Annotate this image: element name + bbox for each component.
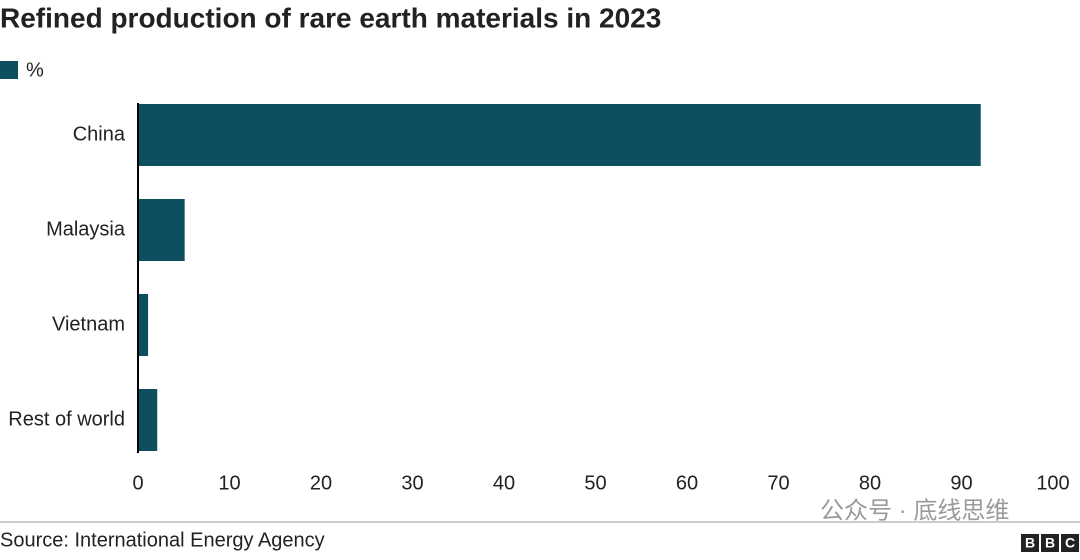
logo-box: [1061, 534, 1079, 552]
x-tick-label: 20: [310, 472, 332, 494]
x-tick-label: 30: [401, 472, 423, 494]
x-tick-label: 80: [859, 472, 881, 494]
watermark: 公众号 · 底线思维: [820, 497, 1009, 524]
x-tick-label: 60: [676, 472, 698, 494]
y-tick-label: China: [73, 123, 126, 145]
bar: [138, 389, 158, 451]
x-tick-label: 90: [950, 472, 972, 494]
x-tick-label: 0: [132, 472, 143, 494]
source: Source: International Energy Agency: [0, 529, 325, 551]
x-tick-label: 70: [767, 472, 789, 494]
chart-title: Refined production of rare earth materia…: [0, 2, 661, 33]
logo-letter: C: [1065, 535, 1075, 551]
logo-box: [1021, 534, 1039, 552]
x-tick-label: 100: [1036, 472, 1069, 494]
bar: [138, 294, 149, 356]
logo-box: [1041, 534, 1059, 552]
logo-letter: B: [1045, 535, 1055, 551]
x-tick-label: 50: [584, 472, 606, 494]
logo-letter: B: [1025, 535, 1035, 551]
y-tick-label: Rest of world: [8, 408, 125, 430]
legend-swatch: [0, 61, 18, 79]
legend-label: %: [26, 59, 44, 81]
bar: [138, 104, 981, 166]
bar: [138, 199, 185, 261]
x-tick-label: 40: [493, 472, 515, 494]
y-tick-label: Vietnam: [52, 313, 125, 335]
x-tick-label: 10: [218, 472, 240, 494]
y-tick-label: Malaysia: [46, 218, 126, 240]
